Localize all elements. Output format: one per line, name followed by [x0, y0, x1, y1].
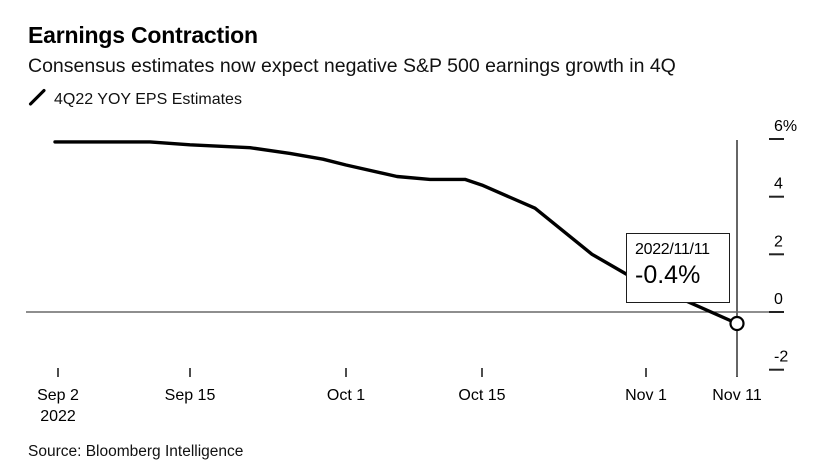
tooltip-value: -0.4% — [635, 261, 701, 290]
x-axis-label: Oct 1 — [327, 387, 365, 404]
chart-title: Earnings Contraction — [28, 22, 258, 48]
y-axis-label: -2 — [774, 349, 788, 366]
chart-tooltip: 2022/11/11 -0.4% — [626, 233, 730, 303]
legend: 4Q22 YOY EPS Estimates — [28, 88, 242, 112]
y-axis-label: 0 — [774, 291, 783, 308]
tooltip-date: 2022/11/11 — [635, 241, 710, 258]
source-attribution: Source: Bloomberg Intelligence — [28, 443, 244, 460]
last-point-marker — [729, 315, 745, 332]
chart-subtitle: Consensus estimates now expect negative … — [28, 55, 676, 77]
x-axis-label: Sep 2 — [37, 387, 79, 404]
x-axis-label: Oct 15 — [458, 387, 505, 404]
x-axis-year-label: 2022 — [40, 408, 76, 425]
x-axis-label: Sep 15 — [165, 387, 216, 404]
x-axis-label: Nov 1 — [625, 387, 667, 404]
eps-estimates-line — [53, 140, 739, 326]
y-axis-label: 2 — [774, 233, 783, 250]
y-axis-label: 4 — [774, 176, 783, 193]
x-axis-label: Nov 11 — [712, 387, 762, 404]
legend-series-label: 4Q22 YOY EPS Estimates — [54, 91, 242, 108]
y-axis-label: 6% — [774, 118, 797, 135]
line-series-slash-icon — [28, 88, 47, 112]
